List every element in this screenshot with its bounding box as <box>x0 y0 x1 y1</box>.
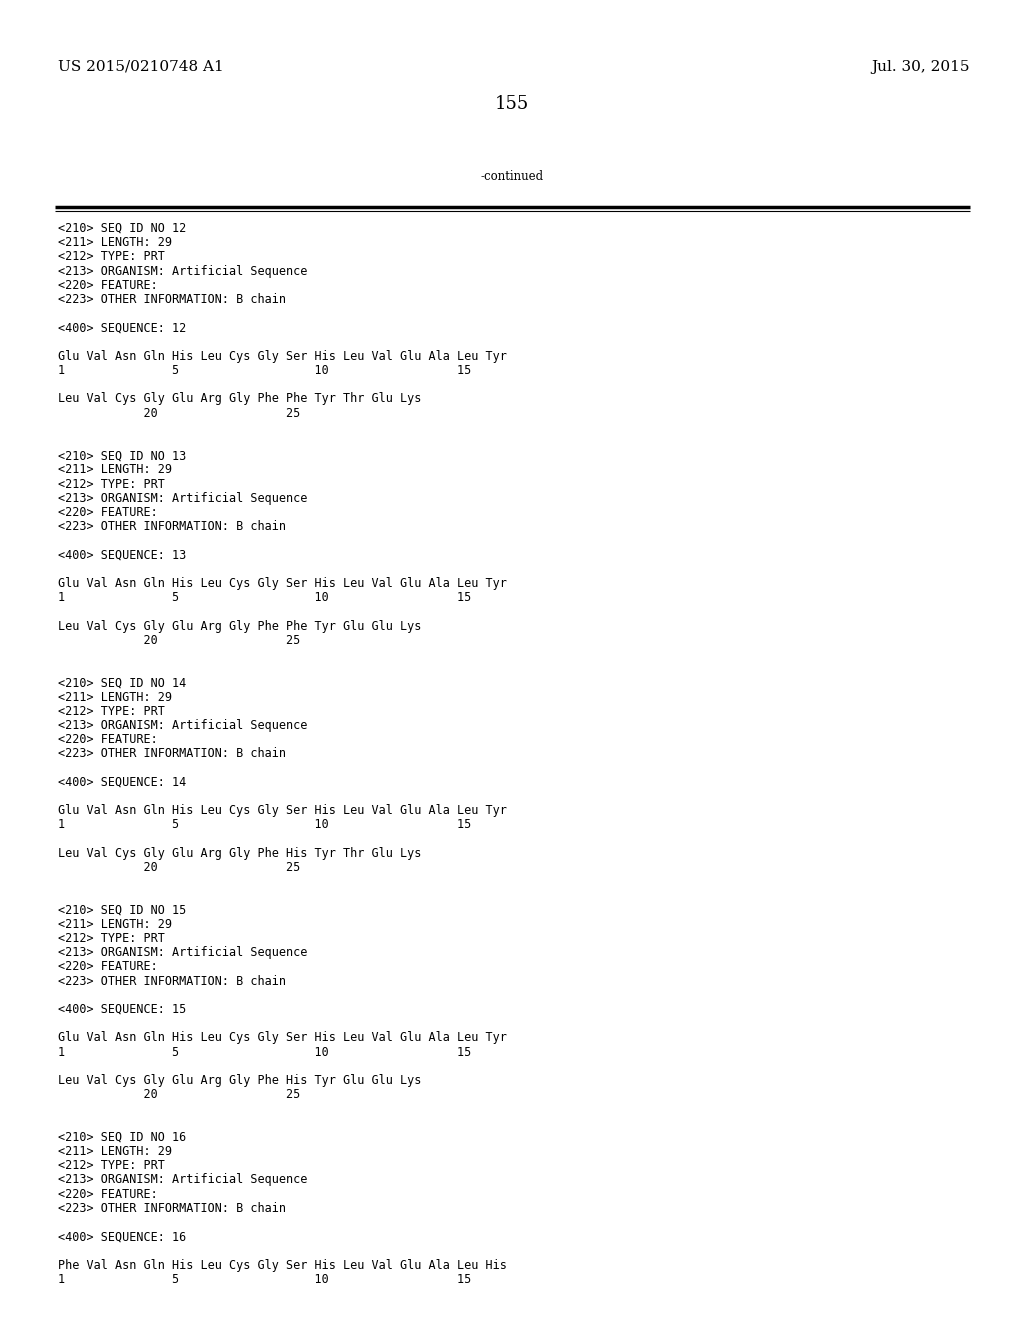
Text: 1               5                   10                  15: 1 5 10 15 <box>58 591 471 605</box>
Text: <223> OTHER INFORMATION: B chain: <223> OTHER INFORMATION: B chain <box>58 974 286 987</box>
Text: 1               5                   10                  15: 1 5 10 15 <box>58 364 471 378</box>
Text: <212> TYPE: PRT: <212> TYPE: PRT <box>58 932 165 945</box>
Text: <211> LENGTH: 29: <211> LENGTH: 29 <box>58 463 172 477</box>
Text: <213> ORGANISM: Artificial Sequence: <213> ORGANISM: Artificial Sequence <box>58 719 307 733</box>
Text: <213> ORGANISM: Artificial Sequence: <213> ORGANISM: Artificial Sequence <box>58 1173 307 1187</box>
Text: Phe Val Asn Gln His Leu Cys Gly Ser His Leu Val Glu Ala Leu His: Phe Val Asn Gln His Leu Cys Gly Ser His … <box>58 1258 507 1271</box>
Text: <213> ORGANISM: Artificial Sequence: <213> ORGANISM: Artificial Sequence <box>58 946 307 960</box>
Text: <212> TYPE: PRT: <212> TYPE: PRT <box>58 1159 165 1172</box>
Text: <220> FEATURE:: <220> FEATURE: <box>58 506 158 519</box>
Text: <223> OTHER INFORMATION: B chain: <223> OTHER INFORMATION: B chain <box>58 520 286 533</box>
Text: Jul. 30, 2015: Jul. 30, 2015 <box>871 59 970 74</box>
Text: Glu Val Asn Gln His Leu Cys Gly Ser His Leu Val Glu Ala Leu Tyr: Glu Val Asn Gln His Leu Cys Gly Ser His … <box>58 1031 507 1044</box>
Text: <400> SEQUENCE: 16: <400> SEQUENCE: 16 <box>58 1230 186 1243</box>
Text: <210> SEQ ID NO 13: <210> SEQ ID NO 13 <box>58 449 186 462</box>
Text: 155: 155 <box>495 95 529 114</box>
Text: Leu Val Cys Gly Glu Arg Gly Phe His Tyr Glu Glu Lys: Leu Val Cys Gly Glu Arg Gly Phe His Tyr … <box>58 1074 421 1086</box>
Text: Glu Val Asn Gln His Leu Cys Gly Ser His Leu Val Glu Ala Leu Tyr: Glu Val Asn Gln His Leu Cys Gly Ser His … <box>58 577 507 590</box>
Text: <213> ORGANISM: Artificial Sequence: <213> ORGANISM: Artificial Sequence <box>58 264 307 277</box>
Text: <220> FEATURE:: <220> FEATURE: <box>58 1188 158 1201</box>
Text: 20                  25: 20 25 <box>58 634 300 647</box>
Text: <212> TYPE: PRT: <212> TYPE: PRT <box>58 478 165 491</box>
Text: <223> OTHER INFORMATION: B chain: <223> OTHER INFORMATION: B chain <box>58 293 286 306</box>
Text: <210> SEQ ID NO 15: <210> SEQ ID NO 15 <box>58 904 186 916</box>
Text: <211> LENGTH: 29: <211> LENGTH: 29 <box>58 1144 172 1158</box>
Text: <223> OTHER INFORMATION: B chain: <223> OTHER INFORMATION: B chain <box>58 1201 286 1214</box>
Text: <220> FEATURE:: <220> FEATURE: <box>58 733 158 746</box>
Text: <211> LENGTH: 29: <211> LENGTH: 29 <box>58 917 172 931</box>
Text: <211> LENGTH: 29: <211> LENGTH: 29 <box>58 236 172 249</box>
Text: Leu Val Cys Gly Glu Arg Gly Phe His Tyr Thr Glu Lys: Leu Val Cys Gly Glu Arg Gly Phe His Tyr … <box>58 847 421 859</box>
Text: 1               5                   10                  15: 1 5 10 15 <box>58 1045 471 1059</box>
Text: <400> SEQUENCE: 12: <400> SEQUENCE: 12 <box>58 321 186 334</box>
Text: -continued: -continued <box>480 170 544 183</box>
Text: <213> ORGANISM: Artificial Sequence: <213> ORGANISM: Artificial Sequence <box>58 492 307 504</box>
Text: Leu Val Cys Gly Glu Arg Gly Phe Phe Tyr Thr Glu Lys: Leu Val Cys Gly Glu Arg Gly Phe Phe Tyr … <box>58 392 421 405</box>
Text: <212> TYPE: PRT: <212> TYPE: PRT <box>58 251 165 264</box>
Text: 20                  25: 20 25 <box>58 861 300 874</box>
Text: Glu Val Asn Gln His Leu Cys Gly Ser His Leu Val Glu Ala Leu Tyr: Glu Val Asn Gln His Leu Cys Gly Ser His … <box>58 350 507 363</box>
Text: 1               5                   10                  15: 1 5 10 15 <box>58 1272 471 1286</box>
Text: <220> FEATURE:: <220> FEATURE: <box>58 279 158 292</box>
Text: Leu Val Cys Gly Glu Arg Gly Phe Phe Tyr Glu Glu Lys: Leu Val Cys Gly Glu Arg Gly Phe Phe Tyr … <box>58 619 421 632</box>
Text: <400> SEQUENCE: 14: <400> SEQUENCE: 14 <box>58 776 186 789</box>
Text: US 2015/0210748 A1: US 2015/0210748 A1 <box>58 59 224 74</box>
Text: 1               5                   10                  15: 1 5 10 15 <box>58 818 471 832</box>
Text: <210> SEQ ID NO 12: <210> SEQ ID NO 12 <box>58 222 186 235</box>
Text: <400> SEQUENCE: 15: <400> SEQUENCE: 15 <box>58 1003 186 1016</box>
Text: Glu Val Asn Gln His Leu Cys Gly Ser His Leu Val Glu Ala Leu Tyr: Glu Val Asn Gln His Leu Cys Gly Ser His … <box>58 804 507 817</box>
Text: <400> SEQUENCE: 13: <400> SEQUENCE: 13 <box>58 549 186 561</box>
Text: <223> OTHER INFORMATION: B chain: <223> OTHER INFORMATION: B chain <box>58 747 286 760</box>
Text: 20                  25: 20 25 <box>58 407 300 420</box>
Text: <212> TYPE: PRT: <212> TYPE: PRT <box>58 705 165 718</box>
Text: <210> SEQ ID NO 14: <210> SEQ ID NO 14 <box>58 676 186 689</box>
Text: <220> FEATURE:: <220> FEATURE: <box>58 961 158 973</box>
Text: <210> SEQ ID NO 16: <210> SEQ ID NO 16 <box>58 1131 186 1144</box>
Text: <211> LENGTH: 29: <211> LENGTH: 29 <box>58 690 172 704</box>
Text: 20                  25: 20 25 <box>58 1088 300 1101</box>
